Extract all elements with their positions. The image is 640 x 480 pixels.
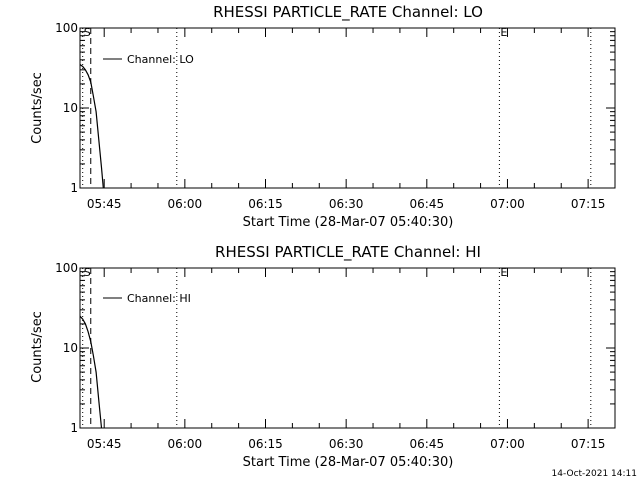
event-marker-label: S bbox=[84, 266, 91, 279]
chart-title: RHESSI PARTICLE_RATE Channel: LO bbox=[213, 3, 483, 22]
x-tick-label: 06:45 bbox=[410, 197, 445, 211]
chart-title: RHESSI PARTICLE_RATE Channel: HI bbox=[215, 243, 481, 262]
x-axis-label: Start Time (28-Mar-07 05:40:30) bbox=[243, 455, 454, 470]
generation-timestamp: 14-Oct-2021 14:11 bbox=[552, 469, 637, 479]
x-tick-label: 07:15 bbox=[571, 437, 606, 451]
x-tick-label: 05:45 bbox=[87, 437, 122, 451]
x-tick-label: 07:15 bbox=[571, 197, 606, 211]
x-tick-label: 06:00 bbox=[168, 197, 203, 211]
x-tick-label: 06:15 bbox=[248, 197, 283, 211]
event-marker-label: E bbox=[500, 26, 507, 39]
event-marker-label: S bbox=[84, 26, 91, 39]
x-tick-label: 06:45 bbox=[410, 437, 445, 451]
y-tick-label: 100 bbox=[55, 261, 78, 275]
series-line bbox=[79, 64, 104, 189]
x-tick-label: 06:00 bbox=[168, 437, 203, 451]
plot-area: 1 10 100 05:45 06:00 06:15 06:30 06:45 07:00 07:1… bbox=[55, 21, 616, 211]
x-tick-label: 05:45 bbox=[87, 197, 122, 211]
x-tick-label: 06:15 bbox=[248, 437, 283, 451]
y-tick-label: 10 bbox=[63, 101, 78, 115]
panel-channel-lo: RHESSI PARTICLE_RATE Channel: LO Start T… bbox=[30, 3, 616, 230]
plot-area: 1 10 100 05:45 06:00 06:15 06:30 06:45 07:00 07:1… bbox=[55, 261, 616, 451]
legend-label: Channel: LO bbox=[127, 53, 194, 66]
x-tick-label: 06:30 bbox=[329, 437, 364, 451]
legend-label: Channel: HI bbox=[127, 292, 191, 305]
y-axis-label: Counts/sec bbox=[30, 311, 45, 383]
panel-channel-hi: RHESSI PARTICLE_RATE Channel: HI Start T… bbox=[30, 243, 616, 470]
event-marker-label: E bbox=[500, 266, 507, 279]
x-tick-label: 07:00 bbox=[490, 197, 525, 211]
y-tick-label: 10 bbox=[63, 341, 78, 355]
y-axis-label: Counts/sec bbox=[30, 72, 45, 144]
y-tick-label: 100 bbox=[55, 21, 78, 35]
y-tick-label: 1 bbox=[70, 181, 78, 195]
y-tick-label: 1 bbox=[70, 421, 78, 435]
x-axis-label: Start Time (28-Mar-07 05:40:30) bbox=[243, 215, 454, 230]
series-line bbox=[79, 315, 103, 429]
x-tick-label: 07:00 bbox=[490, 437, 525, 451]
x-tick-label: 06:30 bbox=[329, 197, 364, 211]
